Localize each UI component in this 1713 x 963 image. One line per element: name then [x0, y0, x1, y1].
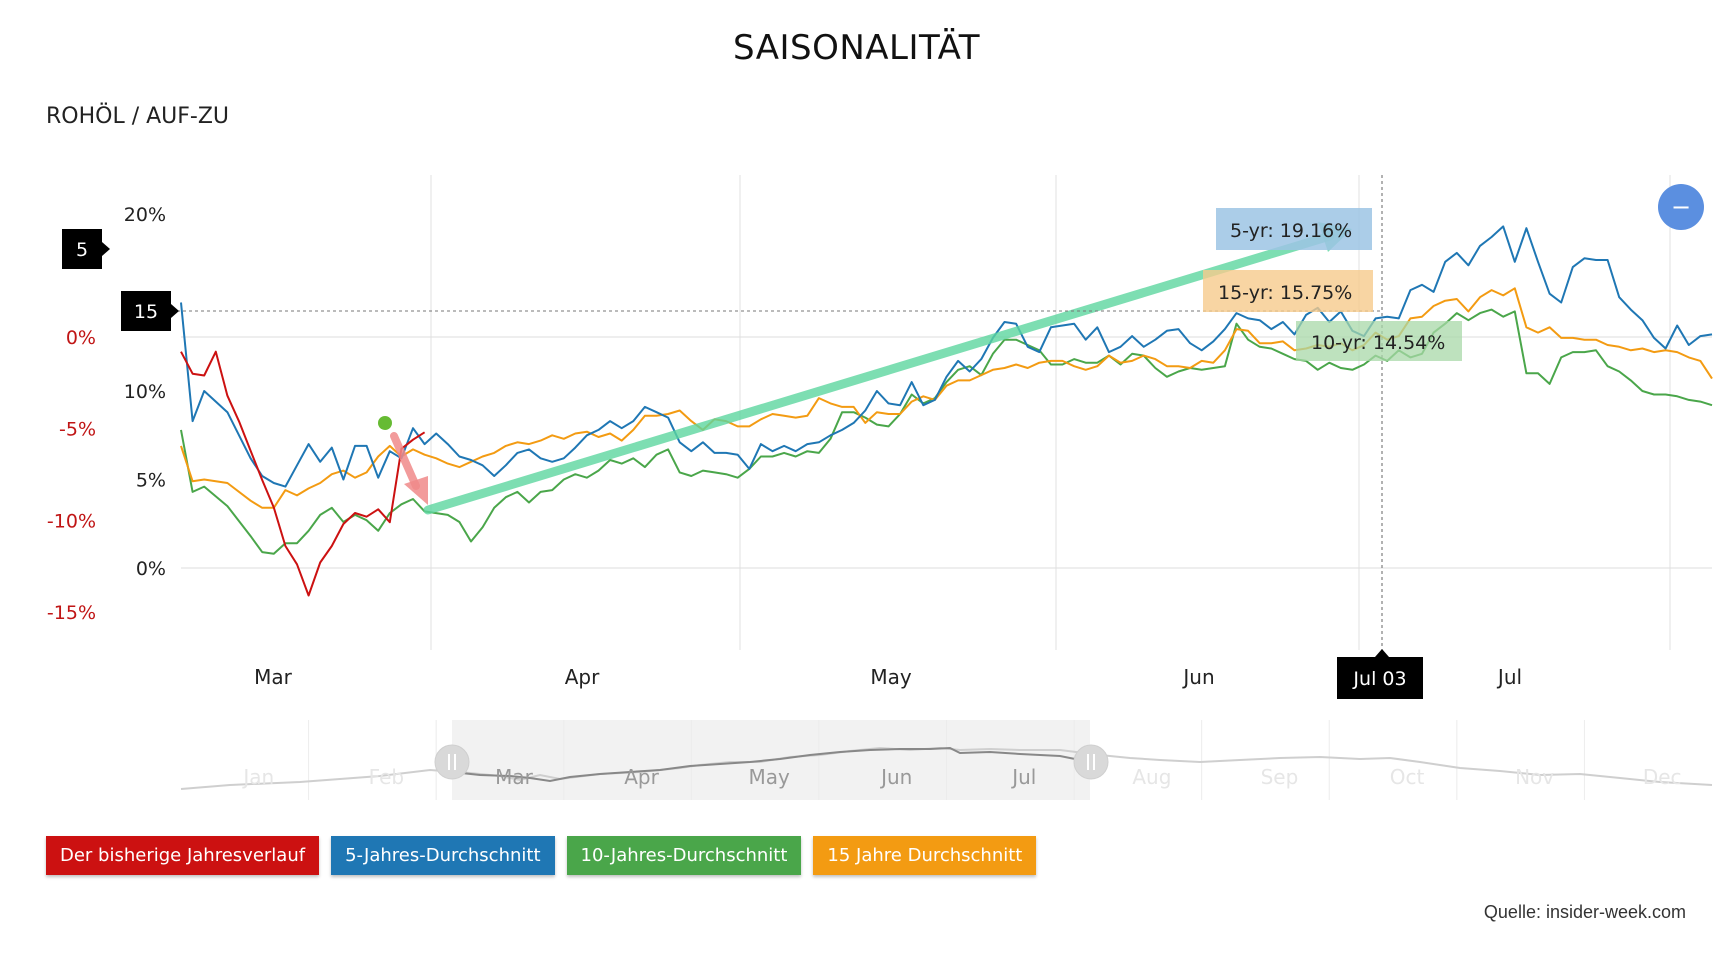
svg-text:5: 5	[76, 239, 88, 261]
red-arrow-shaft	[390, 432, 420, 490]
y-axis-left: 20% 10% 5% 0%	[124, 204, 166, 580]
crosshair-date-label: Jul 03	[1352, 668, 1406, 690]
series-line-2[interactable]	[180, 308, 1713, 555]
current-point-marker	[378, 416, 392, 430]
navigator-right-handle	[1073, 744, 1109, 780]
navigator-month-feb: Feb	[369, 765, 404, 789]
svg-text:15-yr: 15.75%: 15-yr: 15.75%	[1218, 282, 1352, 304]
tooltip-10yr: 10-yr: 14.54%	[1296, 321, 1462, 361]
y-tick-right-1: -5%	[59, 419, 96, 441]
svg-text:5-yr: 19.16%: 5-yr: 19.16%	[1230, 220, 1352, 242]
range-navigator[interactable]: Jan Feb Mar Apr May Jun Jul Aug Sep Oct Nov Dec	[180, 720, 1713, 800]
navigator-month-mar: Mar	[495, 765, 534, 789]
x-axis: Mar Apr May Jun Jul	[254, 665, 1522, 689]
svg-text:10-yr: 14.54%: 10-yr: 14.54%	[1311, 332, 1445, 354]
navigator-month-jan: Jan	[241, 765, 274, 789]
legend: Der bisherige Jahresverlauf 5-Jahres-Dur…	[46, 836, 1037, 875]
chart-subtitle: ROHÖL / AUF-ZU	[46, 104, 230, 129]
series-lines[interactable]	[180, 225, 1713, 597]
navigator-month-apr: Apr	[624, 765, 659, 789]
green-trend-arrow-shaft	[423, 231, 1335, 515]
tooltip-15yr: 15-yr: 15.75%	[1203, 270, 1373, 312]
navigator-month-nov: Nov	[1515, 765, 1554, 789]
left-axis-badge-5: 5	[62, 229, 110, 269]
x-tick-apr: Apr	[565, 665, 600, 689]
x-tick-mar: Mar	[254, 665, 293, 689]
navigator-month-may: May	[748, 765, 790, 789]
red-arrow-head	[404, 476, 428, 505]
legend-item-ytd[interactable]: Der bisherige Jahresverlauf	[46, 836, 320, 875]
y-tick-right-2: -10%	[47, 510, 96, 532]
annotation-arrows	[378, 222, 1352, 515]
source-note: Quelle: insider-week.com	[1483, 902, 1686, 922]
zoom-out-button[interactable]: −	[1658, 184, 1704, 230]
navigator-left-handle	[434, 744, 470, 780]
y-tick-left-1: 10%	[124, 381, 166, 403]
crosshair-date-label-bg	[1337, 657, 1423, 699]
legend-item-15yr[interactable]: 15 Jahre Durchschnitt	[813, 836, 1037, 875]
navigator-month-jul: Jul	[1010, 765, 1036, 789]
series-line-3[interactable]	[180, 287, 1713, 509]
x-tick-jul: Jul	[1496, 665, 1522, 689]
y-tick-left-3: 0%	[136, 558, 166, 580]
series-line-1[interactable]	[180, 225, 1713, 488]
navigator-month-dec: Dec	[1643, 765, 1682, 789]
y-tick-right-3: -15%	[47, 602, 96, 624]
navigator-selected-line	[451, 746, 1081, 783]
left-axis-badge-15: 15	[121, 291, 179, 331]
navigator-month-aug: Aug	[1132, 765, 1171, 789]
navigator-month-oct: Oct	[1390, 765, 1425, 789]
grid-lines	[181, 175, 1712, 650]
y-axis-right: 0% -5% -10% -15%	[47, 327, 96, 624]
x-tick-jun: Jun	[1181, 665, 1214, 689]
navigator-month-jun: Jun	[879, 765, 912, 789]
y-tick-right-0: 0%	[66, 327, 96, 349]
crosshair: Jul 03	[165, 175, 1423, 699]
y-tick-left-2: 5%	[136, 470, 166, 492]
svg-text:−: −	[1671, 193, 1691, 221]
tooltip-5yr: 5-yr: 19.16%	[1216, 208, 1372, 250]
legend-item-10yr[interactable]: 10-Jahres-Durchschnitt	[566, 836, 802, 875]
navigator-month-sep: Sep	[1261, 765, 1299, 789]
y-tick-left-0: 20%	[124, 204, 166, 226]
x-tick-may: May	[870, 665, 912, 689]
svg-text:15: 15	[134, 301, 158, 323]
legend-item-5yr[interactable]: 5-Jahres-Durchschnitt	[331, 836, 555, 875]
series-line-0[interactable]	[180, 350, 426, 597]
chart-title: SAISONALITÄT	[732, 28, 981, 68]
